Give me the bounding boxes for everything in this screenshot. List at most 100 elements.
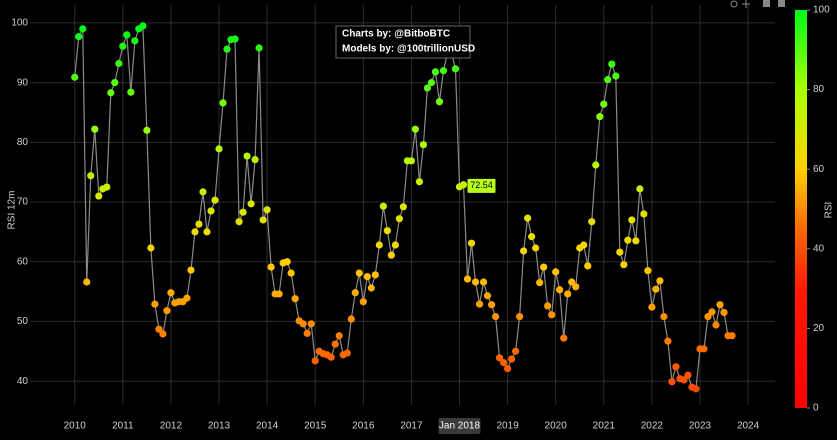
data-point [87,172,95,180]
data-point [243,152,251,160]
data-point [391,241,399,249]
data-point [123,31,131,39]
data-point [251,156,259,164]
data-point [608,60,616,68]
zoom-out-icon[interactable] [778,0,785,7]
y-axis-label: RSI 12m [7,191,18,230]
data-point [419,141,428,149]
data-point [187,266,195,274]
colorbar-tick-label: 20 [813,323,825,334]
data-point [231,35,239,43]
data-point [331,340,339,348]
data-point [411,125,419,133]
data-point [275,290,283,298]
data-point [115,59,123,68]
zoom-icon[interactable] [730,0,738,8]
zoom-in-icon[interactable] [763,0,770,7]
data-point [183,294,191,302]
data-point [684,371,692,379]
data-point [479,278,488,286]
data-point [327,353,335,361]
data-point [167,289,175,297]
data-point [616,248,624,256]
colorbar-tick-label: 40 [813,243,825,254]
x-tick-label: 2022 [641,421,664,432]
data-point [532,244,540,252]
data-point [596,113,604,121]
data-point [568,278,576,286]
data-point [680,376,688,384]
data-point [564,290,572,298]
data-point [471,278,480,286]
colorbar-tick-label: 100 [813,5,830,16]
data-point [103,183,111,191]
data-point [223,45,231,53]
data-point [580,241,588,249]
data-point [155,325,163,333]
data-point [255,44,263,52]
data-point [203,228,211,236]
x-tick-label: 2024 [737,421,760,432]
data-point [215,145,223,153]
pan-icon[interactable] [742,0,750,8]
data-point [239,208,247,216]
data-point [636,185,644,193]
data-point [708,308,716,316]
data-point [520,247,528,255]
data-point [459,181,468,189]
hover-label: Jan 2018 [439,421,481,432]
data-point [624,236,632,244]
data-point [487,301,496,309]
hover-label-box [438,418,481,434]
colorbar-title: RSI [824,202,835,219]
data-point [499,359,508,367]
data-point [516,313,524,321]
data-point [335,332,343,340]
data-point [211,196,219,204]
data-point [375,241,383,249]
data-point [347,315,355,323]
data-point [159,330,167,338]
data-point [235,218,243,226]
data-point [199,188,207,196]
data-point [371,271,379,279]
x-tick-label: 2011 [112,421,134,432]
x-tick-label: 2010 [64,421,87,432]
data-point [71,73,79,81]
y-tick-label: 60 [17,256,29,267]
x-tick-label: 2019 [496,421,519,432]
colorbar-tick-label: 80 [813,84,825,95]
toolbar[interactable] [730,0,785,8]
data-point [395,215,403,223]
data-point [588,218,596,226]
data-point [704,313,712,321]
x-tick-label: 2023 [689,421,712,432]
data-point [303,329,311,337]
data-point [287,269,295,277]
data-point [95,192,103,200]
data-point [431,68,440,76]
data-point [163,307,171,315]
data-point [556,286,564,294]
data-point [548,311,556,319]
annotation: Charts by: @BitboBTC [342,29,450,40]
data-point [644,267,652,275]
data-point [572,283,580,291]
data-point [700,345,708,353]
data-point [507,355,516,363]
y-tick-label: 50 [17,316,29,327]
data-point [399,203,407,211]
data-point [263,206,271,214]
data-point [351,289,359,297]
data-point [628,216,636,224]
data-point [544,302,552,310]
data-point [359,298,367,306]
colorbar-tick-label: 60 [813,164,825,175]
tooltip-value: 72.54 [470,180,493,190]
data-point [415,178,424,186]
data-point [524,214,532,222]
data-point [656,277,664,285]
data-point [343,349,351,357]
data-point [139,22,147,30]
